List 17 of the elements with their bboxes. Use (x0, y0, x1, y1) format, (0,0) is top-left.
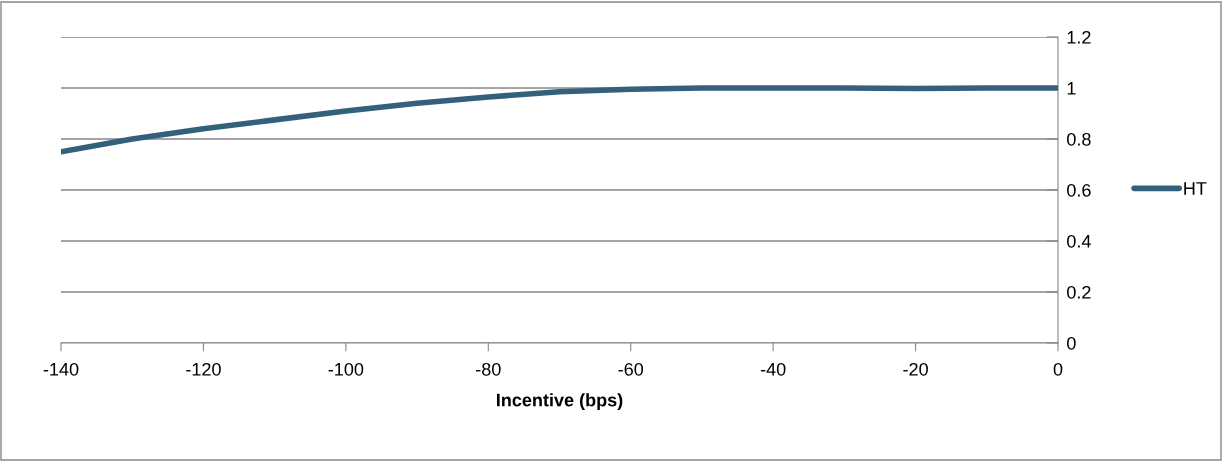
x-tick-label: -100 (328, 362, 364, 376)
y-tick-label: 0 (1067, 336, 1076, 350)
y-tick-label: 1 (1067, 82, 1076, 95)
x-tick-label: -40 (760, 362, 786, 376)
y-tick-label: 0.4 (1067, 234, 1091, 248)
x-tick-label: -120 (186, 362, 221, 376)
x-tick-label: -20 (903, 362, 928, 376)
x-axis-title: Incentive (bps) (497, 393, 623, 410)
legend-label: HT (1184, 182, 1207, 195)
y-tick-label: 0.6 (1067, 183, 1091, 197)
x-tick-label: -60 (618, 362, 644, 376)
x-tick-label: -140 (43, 362, 79, 376)
y-tick-label: 1.2 (1067, 30, 1091, 44)
x-tick-label: 0 (1053, 362, 1063, 376)
y-tick-label: 0.8 (1067, 132, 1091, 146)
x-tick-label: -80 (476, 362, 501, 376)
y-tick-label: 0.2 (1067, 285, 1091, 299)
